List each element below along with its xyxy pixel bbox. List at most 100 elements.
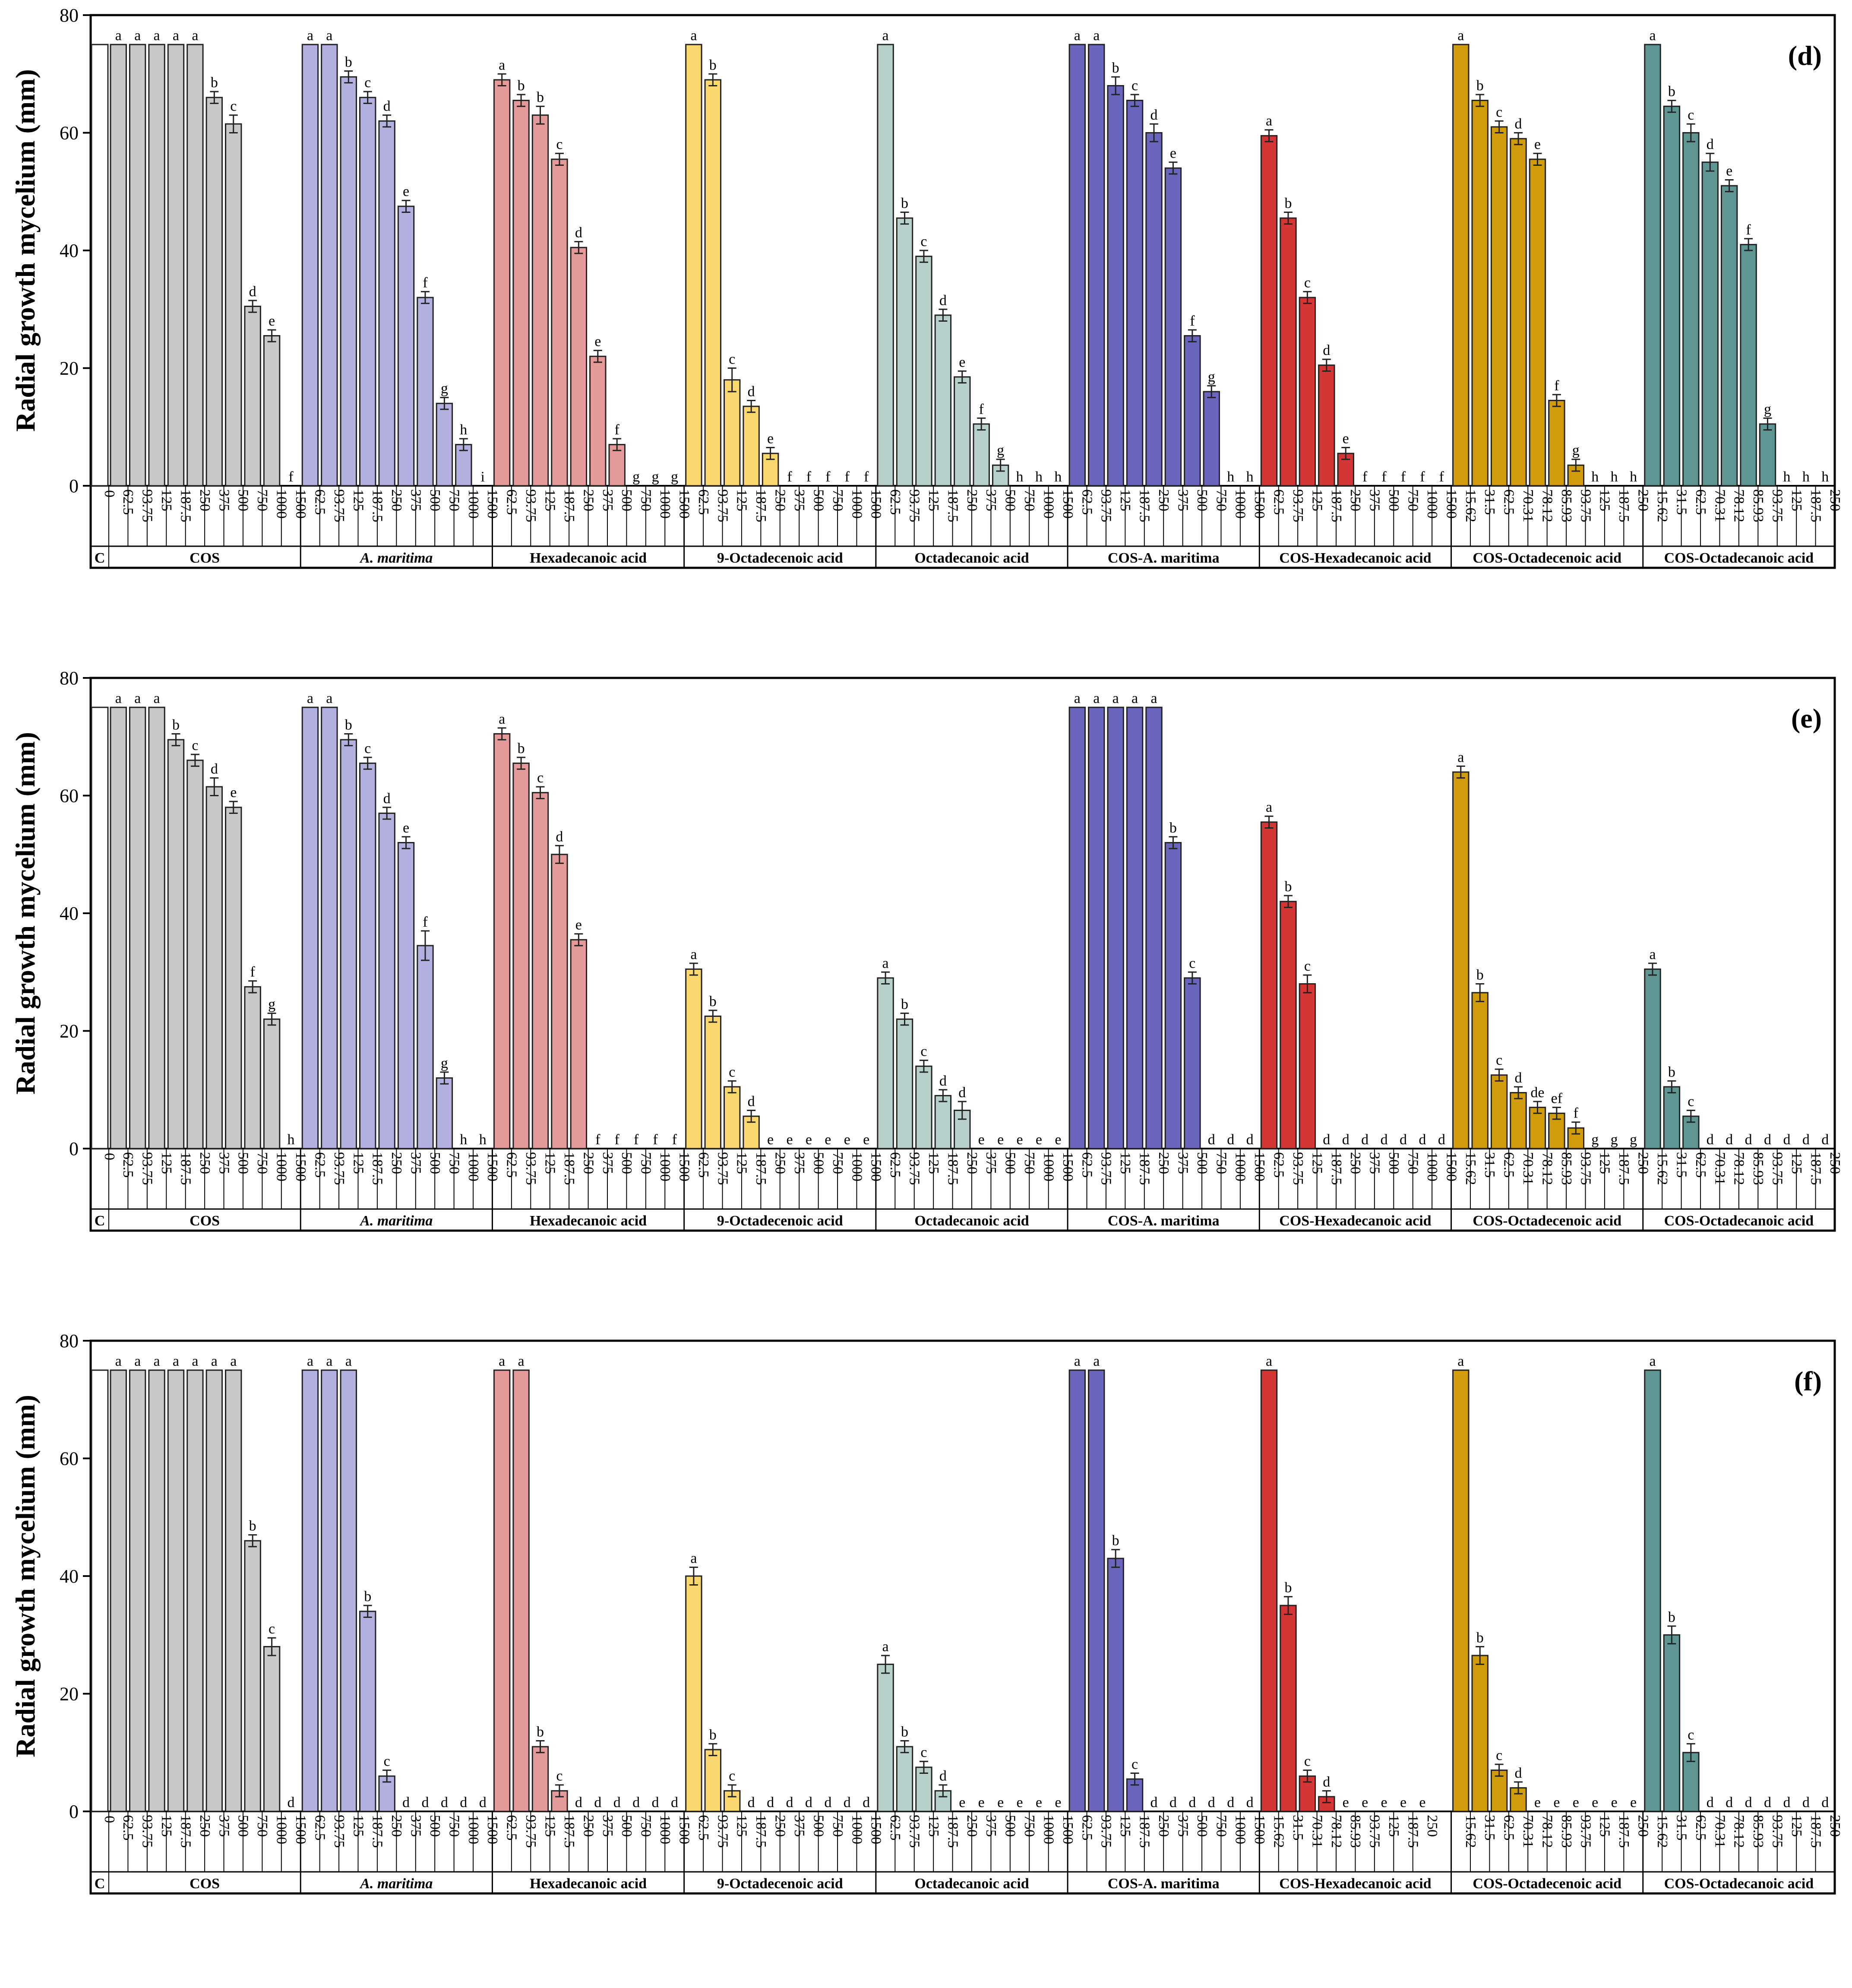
significance-letter: c: [556, 1768, 563, 1784]
plot-frame: [89, 14, 1836, 569]
significance-letter: d: [441, 1795, 448, 1811]
significance-letter: a: [154, 28, 160, 44]
significance-letter: h: [288, 1132, 295, 1148]
bar: [225, 1369, 242, 1812]
significance-letter: a: [115, 28, 122, 44]
significance-letter: d: [1726, 1795, 1733, 1811]
significance-letter: d: [1150, 107, 1158, 123]
bar: [877, 44, 894, 487]
significance-letter: c: [1688, 1093, 1694, 1109]
bar: [1682, 1752, 1700, 1812]
y-tick-label: 80: [60, 5, 79, 26]
category-label: 0: [101, 490, 117, 497]
significance-letter: g: [441, 381, 448, 397]
significance-letter: f: [979, 401, 984, 417]
significance-letter: a: [326, 28, 332, 44]
bar: [167, 44, 185, 487]
significance-letter: h: [460, 1132, 467, 1148]
bar-control: [91, 706, 109, 1149]
bar: [417, 945, 434, 1149]
group-label: Octadecanoic acid: [914, 550, 1029, 566]
category-label: 1500: [676, 1152, 692, 1181]
bar: [244, 1540, 261, 1812]
group-label: 9-Octadecenoic acid: [717, 550, 843, 566]
bar: [1107, 706, 1124, 1149]
bar: [186, 44, 204, 487]
bar: [1490, 126, 1508, 487]
significance-letter: e: [786, 1132, 793, 1148]
significance-letter: a: [1112, 690, 1119, 706]
significance-letter: a: [1266, 113, 1272, 129]
bar: [685, 968, 702, 1149]
category-label: 1500: [293, 1152, 309, 1181]
bar: [301, 1369, 319, 1812]
significance-letter: d: [1745, 1795, 1752, 1811]
significance-letter: d: [1802, 1132, 1810, 1148]
significance-letter: d: [211, 761, 218, 777]
bar: [1490, 1074, 1508, 1149]
significance-letter: a: [1649, 1353, 1656, 1369]
significance-letter: e: [767, 431, 774, 446]
category-label: 1500: [484, 489, 500, 519]
significance-letter: c: [1189, 955, 1195, 971]
significance-letter: e: [269, 313, 275, 329]
group-label: 9-Octadecenoic acid: [717, 1876, 843, 1892]
category-label: 250: [1827, 1152, 1843, 1174]
bar: [1280, 217, 1297, 487]
category-label: 1500: [1252, 1152, 1267, 1181]
significance-letter: d: [1342, 1132, 1349, 1148]
significance-letter: e: [1362, 1795, 1368, 1811]
significance-letter: d: [479, 1795, 487, 1811]
significance-letter: h: [1630, 469, 1637, 485]
bar: [359, 1611, 376, 1812]
significance-letter: a: [1649, 28, 1656, 44]
significance-letter: e: [1381, 1795, 1387, 1811]
significance-letter: e: [1343, 1795, 1349, 1811]
significance-letter: c: [920, 1044, 927, 1060]
significance-letter: b: [901, 195, 908, 211]
significance-letter: a: [154, 1353, 160, 1369]
significance-letter: b: [901, 1724, 908, 1740]
significance-letter: c: [192, 738, 198, 753]
bar: [1164, 167, 1182, 487]
significance-letter: f: [653, 1132, 658, 1148]
bar: [1682, 132, 1700, 487]
significance-letter: d: [939, 292, 947, 308]
bar: [1663, 105, 1681, 487]
group-label: COS-Hexadecanoic acid: [1279, 550, 1431, 566]
bar: [186, 1369, 204, 1812]
significance-letter: c: [269, 1621, 275, 1637]
significance-letter: b: [364, 1589, 371, 1605]
significance-letter: e: [978, 1132, 985, 1148]
significance-letter: d: [1515, 1070, 1522, 1086]
significance-letter: a: [882, 28, 889, 44]
y-tick-label: 0: [69, 1801, 79, 1822]
bar: [167, 739, 185, 1149]
group-label: COS-A. maritima: [1108, 1876, 1220, 1892]
y-tick-label: 80: [60, 1330, 79, 1352]
bar: [186, 760, 204, 1149]
y-axis-title: Radial growth mycelium (mm): [10, 1395, 41, 1757]
significance-letter: d: [613, 1795, 621, 1811]
y-tick-label: 40: [60, 240, 79, 261]
bar: [1759, 423, 1776, 487]
significance-letter: d: [288, 1795, 295, 1811]
significance-letter: a: [192, 1353, 198, 1369]
significance-letter: a: [307, 1353, 313, 1369]
bar: [1644, 44, 1661, 487]
significance-letter: a: [1074, 1353, 1081, 1369]
significance-letter: h: [1016, 469, 1024, 485]
significance-letter: a: [882, 1639, 889, 1655]
y-tick-label: 20: [60, 1684, 79, 1705]
significance-letter: e: [863, 1132, 869, 1148]
bar: [896, 217, 913, 487]
significance-letter: d: [1802, 1795, 1810, 1811]
bar: [1107, 85, 1124, 487]
group-label: Octadecanoic acid: [914, 1876, 1029, 1892]
bar: [129, 44, 146, 487]
significance-letter: b: [537, 1724, 544, 1740]
significance-letter: e: [959, 1795, 965, 1811]
significance-letter: g: [1611, 1132, 1618, 1148]
significance-letter: d: [939, 1073, 947, 1089]
